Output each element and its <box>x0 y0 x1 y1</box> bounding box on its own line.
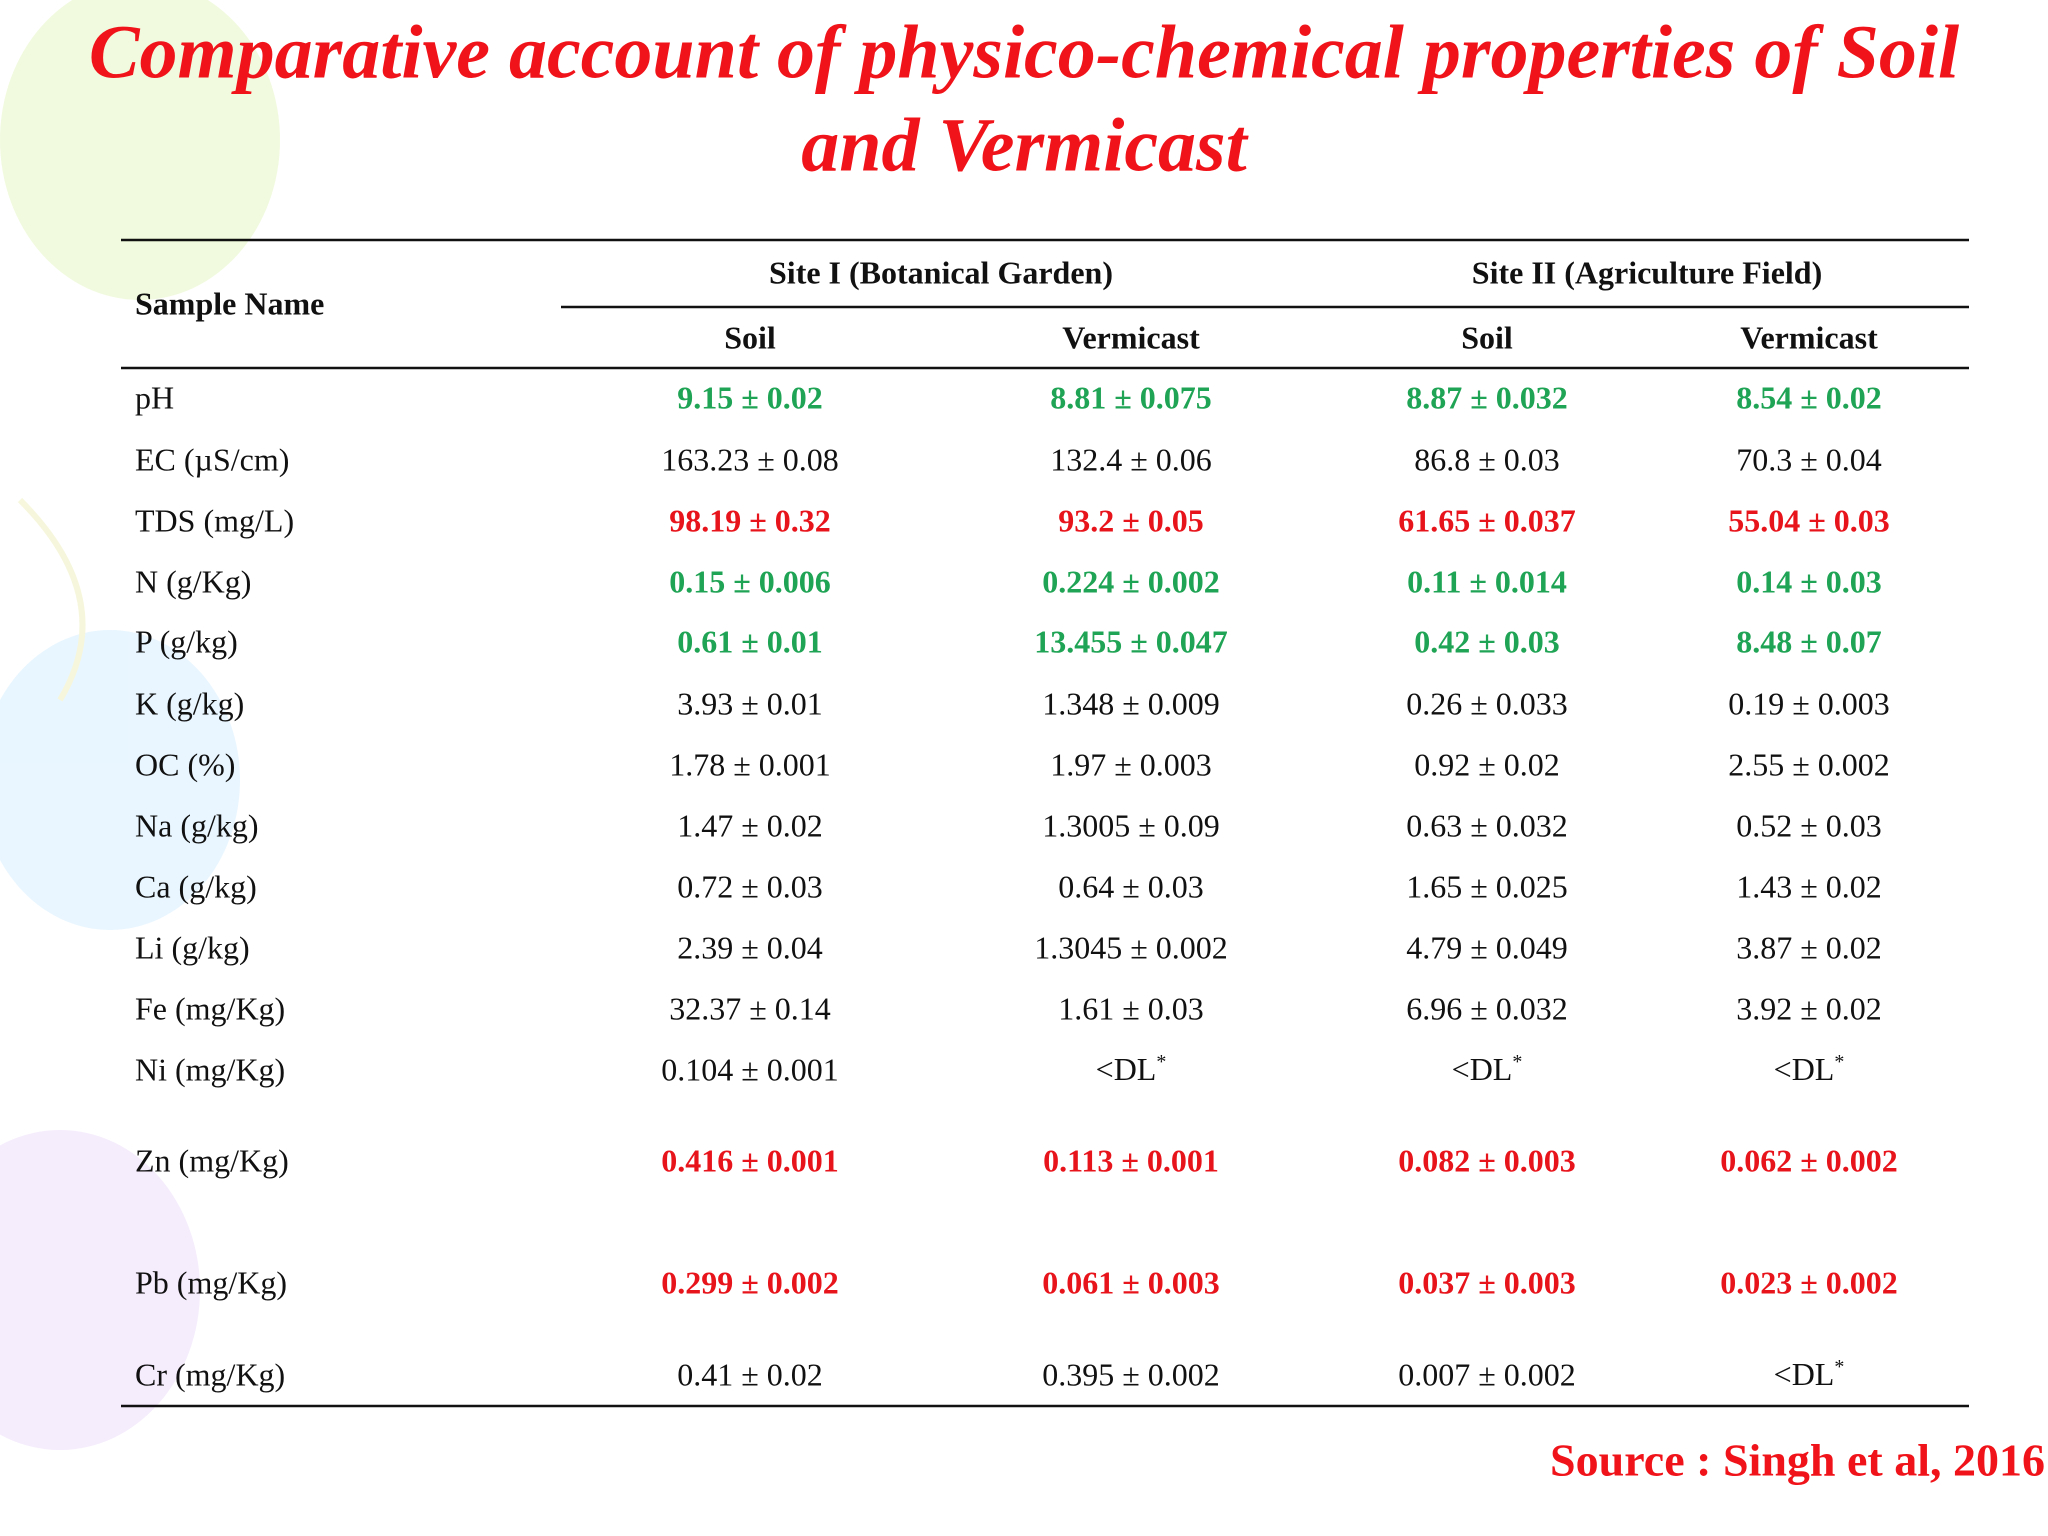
column-header: Soil <box>724 319 776 355</box>
row-header: Sample Name <box>135 285 324 321</box>
cell: 1.65 ± 0.025 <box>1406 868 1568 904</box>
row-label: Pb (mg/Kg) <box>135 1264 287 1300</box>
cell: 0.61 ± 0.01 <box>677 623 823 659</box>
cell: 1.78 ± 0.001 <box>669 746 831 782</box>
cell: 0.52 ± 0.03 <box>1736 807 1882 843</box>
cell: <DL* <box>1452 1051 1523 1088</box>
cell: 3.92 ± 0.02 <box>1736 990 1882 1026</box>
cell: 3.87 ± 0.02 <box>1736 929 1882 965</box>
cell-text: <DL <box>1774 1051 1835 1087</box>
cell: 1.47 ± 0.02 <box>677 807 823 843</box>
cell: 163.23 ± 0.08 <box>661 441 839 477</box>
cell: 1.61 ± 0.03 <box>1058 990 1204 1026</box>
cell: 2.39 ± 0.04 <box>677 929 823 965</box>
cell: 0.082 ± 0.003 <box>1398 1142 1576 1178</box>
cell: 132.4 ± 0.06 <box>1050 441 1212 477</box>
cell: 0.061 ± 0.003 <box>1042 1264 1220 1300</box>
cell: 0.113 ± 0.001 <box>1043 1142 1219 1178</box>
cell: 0.15 ± 0.006 <box>669 563 831 599</box>
cell: 4.79 ± 0.049 <box>1406 929 1568 965</box>
cell: 0.11 ± 0.014 <box>1407 563 1567 599</box>
row-label: N (g/Kg) <box>135 563 251 599</box>
cell-sup: * <box>1512 1051 1522 1073</box>
row-label: Li (g/kg) <box>135 929 250 965</box>
cell: 2.55 ± 0.002 <box>1728 746 1890 782</box>
cell: 0.104 ± 0.001 <box>661 1051 839 1087</box>
cell: 0.63 ± 0.032 <box>1406 807 1568 843</box>
cell: 0.023 ± 0.002 <box>1720 1264 1898 1300</box>
title-line-1: Comparative account of physico-chemical … <box>89 10 1959 94</box>
cell: 0.64 ± 0.03 <box>1058 868 1204 904</box>
cell: 1.43 ± 0.02 <box>1736 868 1882 904</box>
cell: <DL* <box>1774 1356 1845 1393</box>
cell: 0.19 ± 0.003 <box>1728 685 1890 721</box>
cell-sup: * <box>1156 1051 1166 1073</box>
row-label: Na (g/kg) <box>135 807 259 843</box>
cell: 0.007 ± 0.002 <box>1398 1356 1576 1392</box>
cell: 8.87 ± 0.032 <box>1406 379 1568 415</box>
cell: 0.037 ± 0.003 <box>1398 1264 1576 1300</box>
column-header: Vermicast <box>1062 319 1200 355</box>
row-label: pH <box>135 379 174 415</box>
title-line-2: and Vermicast <box>801 103 1249 187</box>
cell: 0.92 ± 0.02 <box>1414 746 1560 782</box>
cell: 93.2 ± 0.05 <box>1058 502 1204 538</box>
cell: 0.299 ± 0.002 <box>661 1264 839 1300</box>
row-label: OC (%) <box>135 746 235 782</box>
cell: 8.54 ± 0.02 <box>1736 379 1882 415</box>
cell: 98.19 ± 0.32 <box>669 502 831 538</box>
cell: 8.81 ± 0.075 <box>1050 379 1212 415</box>
cell: 9.15 ± 0.02 <box>677 379 823 415</box>
cell: 1.3045 ± 0.002 <box>1034 929 1228 965</box>
cell: 1.348 ± 0.009 <box>1042 685 1220 721</box>
cell: 61.65 ± 0.037 <box>1398 502 1576 538</box>
cell: 0.395 ± 0.002 <box>1042 1356 1220 1392</box>
cell: 3.93 ± 0.01 <box>677 685 823 721</box>
row-label: Ca (g/kg) <box>135 868 257 904</box>
row-label: P (g/kg) <box>135 623 238 659</box>
cell: 1.3005 ± 0.09 <box>1042 807 1220 843</box>
cell: 0.062 ± 0.002 <box>1720 1142 1898 1178</box>
balloon-decoration <box>0 0 280 1450</box>
cell: 0.42 ± 0.03 <box>1414 623 1560 659</box>
row-label: Zn (mg/Kg) <box>135 1142 289 1178</box>
cell-text: <DL <box>1096 1051 1157 1087</box>
cell: 0.14 ± 0.03 <box>1736 563 1882 599</box>
cell-sup: * <box>1834 1356 1844 1378</box>
cell: 70.3 ± 0.04 <box>1736 441 1882 477</box>
group-header: Site II (Agriculture Field) <box>1472 254 1822 290</box>
cell: 0.416 ± 0.001 <box>661 1142 839 1178</box>
cell: 13.455 ± 0.047 <box>1034 623 1228 659</box>
row-label: EC (µS/cm) <box>135 441 289 477</box>
cell: 0.72 ± 0.03 <box>677 868 823 904</box>
cell-sup: * <box>1834 1051 1844 1073</box>
cell: 0.41 ± 0.02 <box>677 1356 823 1392</box>
source: Source : Singh et al, 2016 <box>1550 1435 2045 1486</box>
row-label: Cr (mg/Kg) <box>135 1356 285 1392</box>
column-header: Soil <box>1461 319 1513 355</box>
row-label: Ni (mg/Kg) <box>135 1051 285 1087</box>
column-header: Vermicast <box>1740 319 1878 355</box>
cell: 0.224 ± 0.002 <box>1042 563 1220 599</box>
cell-text: <DL <box>1774 1356 1835 1392</box>
cell: 55.04 ± 0.03 <box>1728 502 1890 538</box>
row-label: Fe (mg/Kg) <box>135 990 285 1026</box>
cell: <DL* <box>1096 1051 1167 1088</box>
cell: 1.97 ± 0.003 <box>1050 746 1212 782</box>
row-label: K (g/kg) <box>135 685 244 721</box>
cell: 8.48 ± 0.07 <box>1736 623 1882 659</box>
cell: <DL* <box>1774 1051 1845 1088</box>
cell: 0.26 ± 0.033 <box>1406 685 1568 721</box>
cell: 86.8 ± 0.03 <box>1414 441 1560 477</box>
group-header: Site I (Botanical Garden) <box>769 254 1113 290</box>
cell: 32.37 ± 0.14 <box>669 990 831 1026</box>
row-label: TDS (mg/L) <box>135 502 294 538</box>
cell-text: <DL <box>1452 1051 1513 1087</box>
cell: 6.96 ± 0.032 <box>1406 990 1568 1026</box>
